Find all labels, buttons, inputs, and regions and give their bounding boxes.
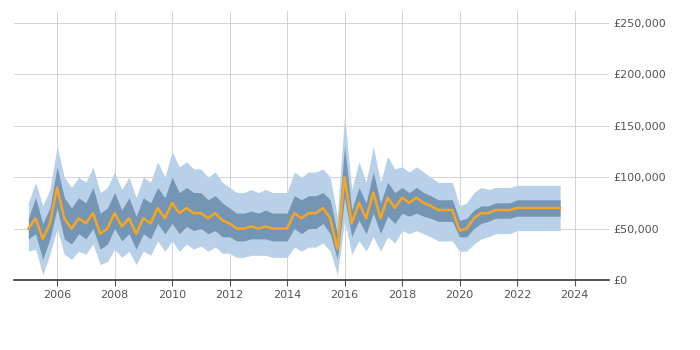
Median [67,226,76,231]
Median [513,206,522,210]
Median [463,226,471,231]
Median [441,208,449,212]
Line: Median: Median [29,177,560,249]
Median [340,175,349,179]
Median [455,229,463,233]
Median [477,211,485,215]
Median [25,226,33,231]
Median [556,206,564,210]
Median [333,247,342,251]
